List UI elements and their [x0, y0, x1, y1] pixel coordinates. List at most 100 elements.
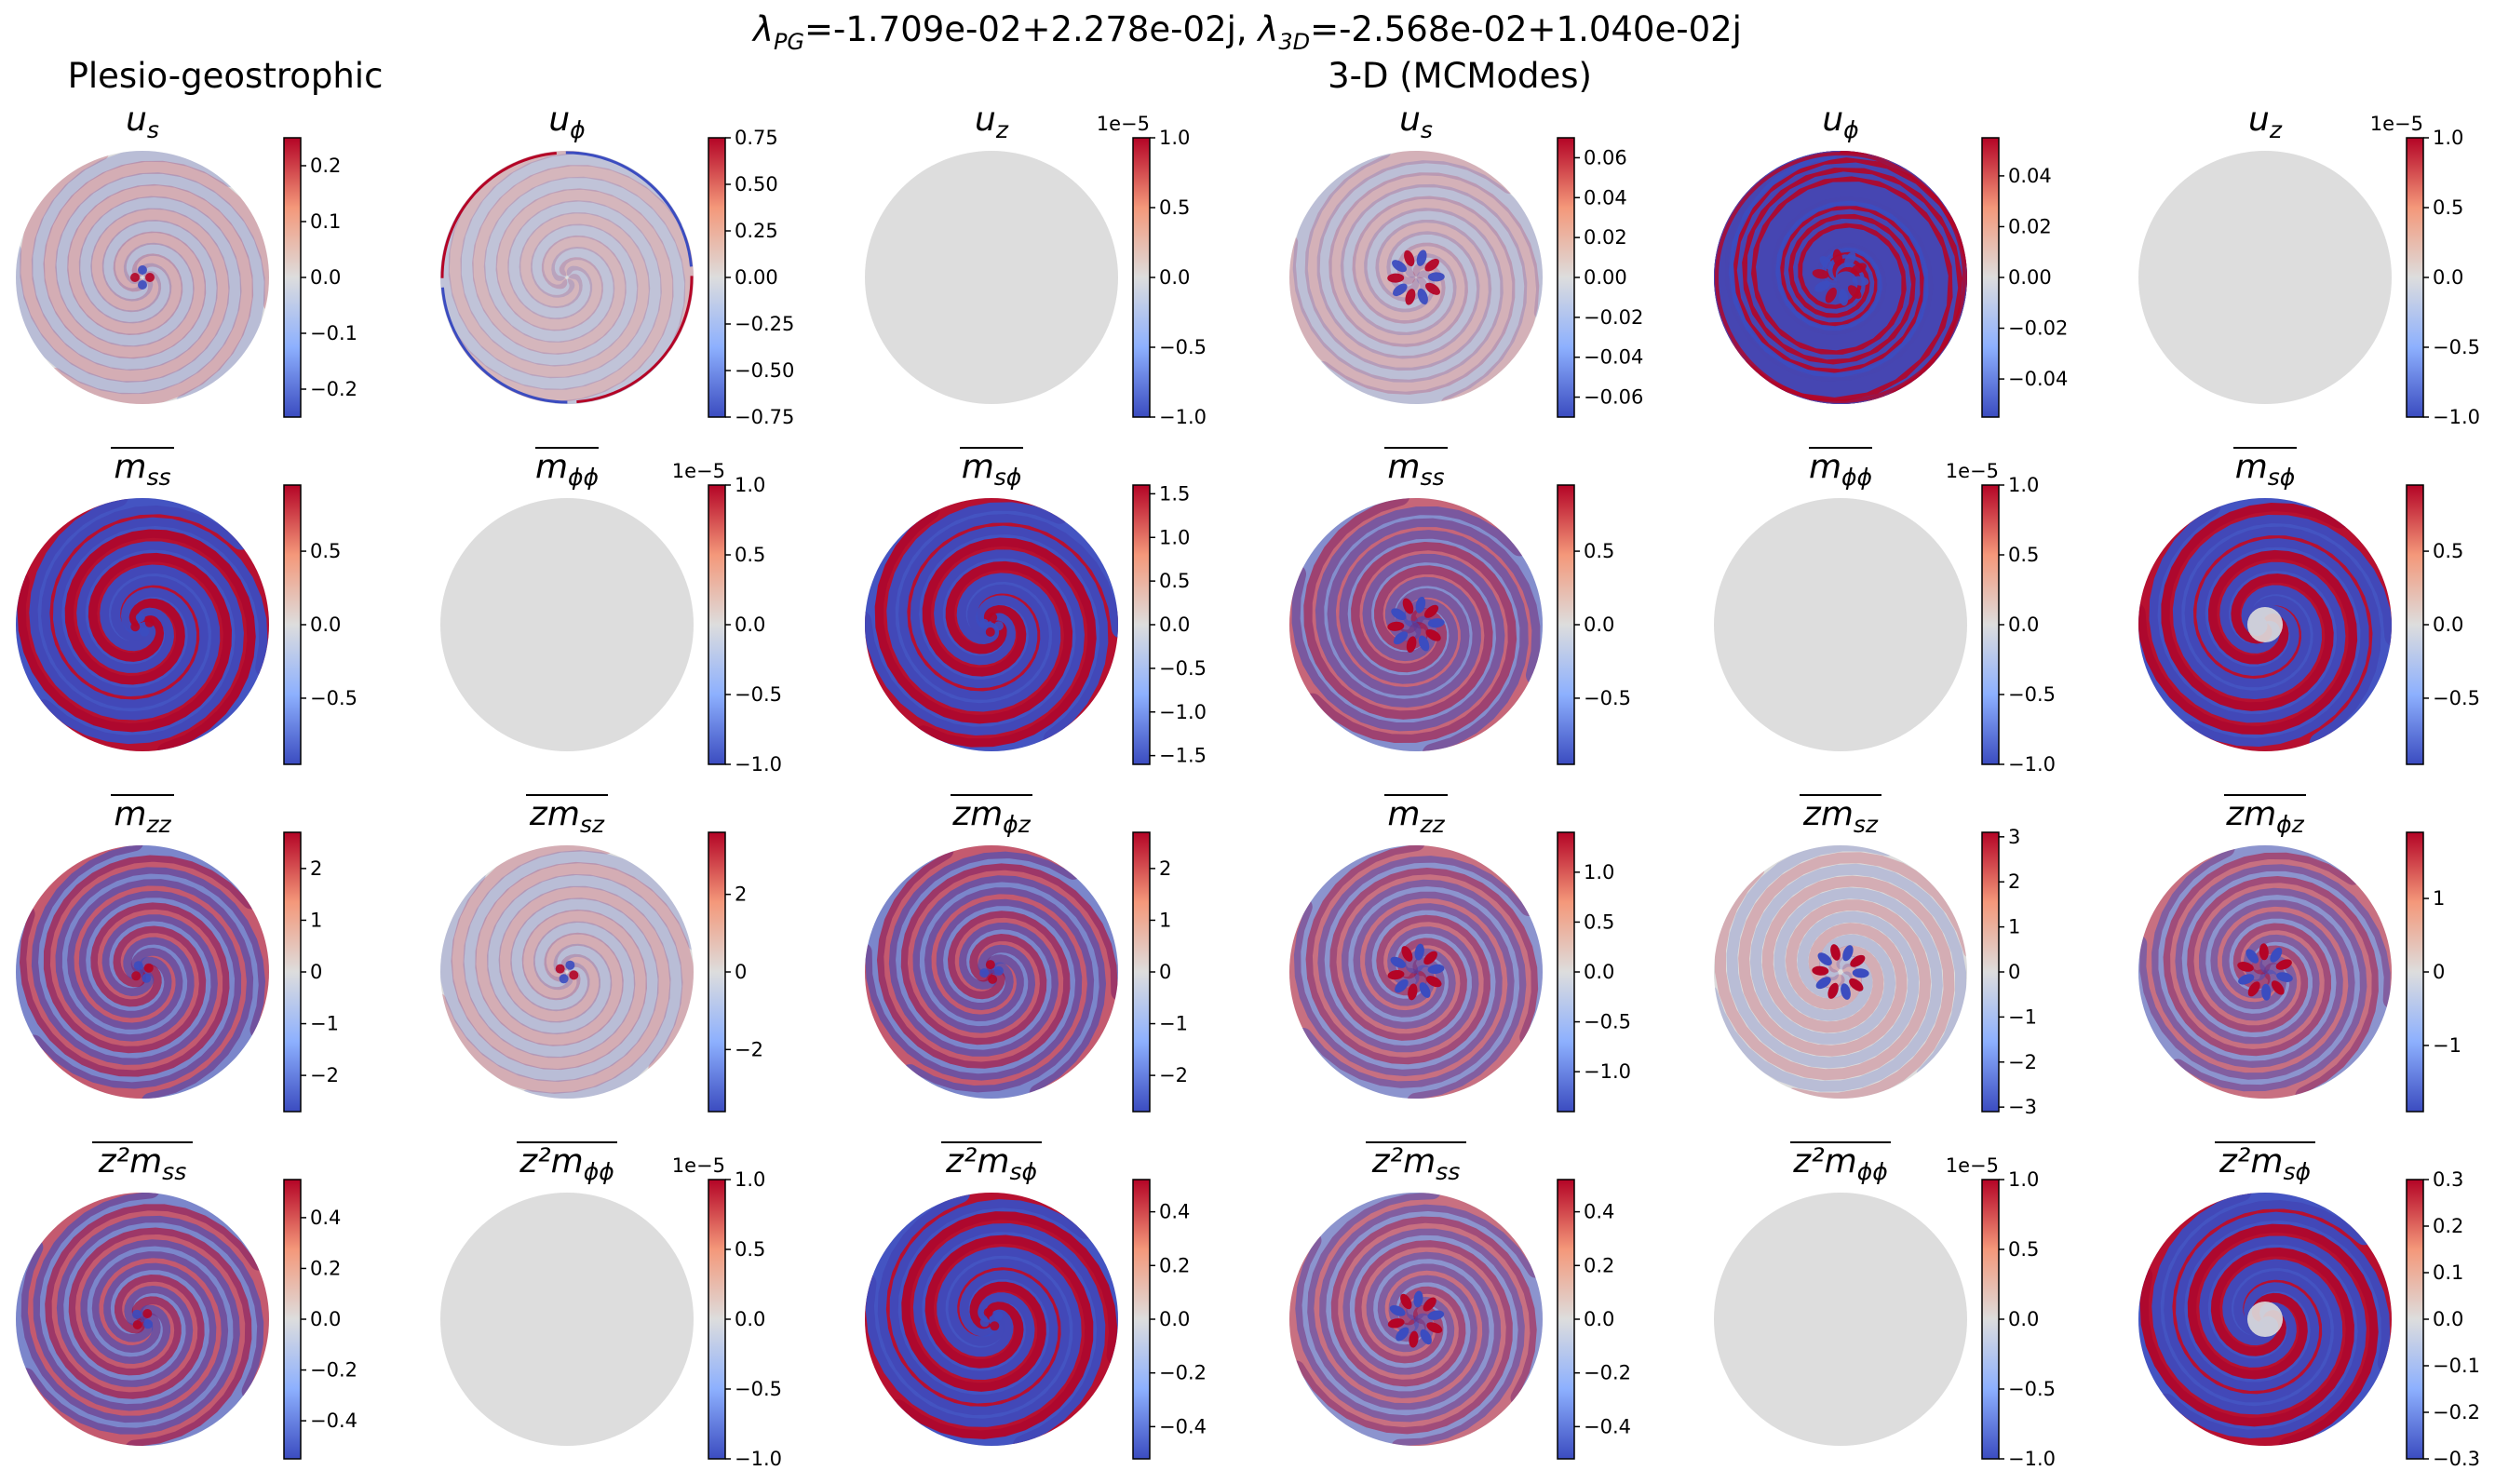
- panel-title: mss: [1387, 448, 1444, 491]
- heatmap-disk: [16, 151, 269, 404]
- colorbar-tick-label: 0.4: [1584, 1201, 1614, 1223]
- title-pre: z²: [945, 1142, 977, 1180]
- center-core: [990, 1321, 1000, 1331]
- panel-title: zmϕz: [951, 795, 1031, 838]
- colorbar-tick-label: 0.0: [2008, 614, 2039, 636]
- colorbar-tick-label: 0.5: [1584, 540, 1614, 562]
- colorbar-tick-label: −1: [310, 1013, 339, 1035]
- title-sub: sϕ: [1009, 1158, 1037, 1185]
- spiral-arm: [2155, 1223, 2379, 1446]
- spiral-arm: [1726, 845, 1920, 1069]
- spiral-arm: [34, 529, 256, 751]
- panel-2-4: zmsz 3 2 1 0 −1 −2 −3: [1714, 794, 2037, 1118]
- title-pre: z: [2225, 795, 2245, 833]
- panel-title: msϕ: [2235, 448, 2296, 491]
- panel-3-4: z²mϕϕ 1.0 0.5 0.0 −0.5 −1.0 1e−5: [1714, 1141, 2056, 1470]
- center-core: [983, 1307, 993, 1317]
- colorbar: [1981, 1179, 2000, 1460]
- heatmap-disk: [865, 151, 1118, 404]
- spiral-arm: [865, 887, 1095, 1093]
- spiral-arm: [1289, 196, 1516, 395]
- panel-title: msϕ: [962, 448, 1022, 491]
- lobe: [1400, 1293, 1412, 1310]
- spiral-arm: [1289, 1231, 1513, 1435]
- title-sub: sz: [580, 811, 605, 838]
- colorbar-tick-label: 1.0: [2008, 474, 2039, 496]
- heatmap-field: [1289, 845, 1543, 1099]
- colorbar-tick-label: −0.06: [1584, 386, 1643, 409]
- spiral-arm: [1714, 887, 1943, 1092]
- panel-title: mzz: [1387, 795, 1445, 838]
- colorbar-tick-label: 0.25: [735, 220, 778, 242]
- spiral-arm: [475, 861, 694, 1075]
- lobe: [1847, 285, 1862, 299]
- center-core: [979, 1317, 990, 1328]
- colorbar-tick-label: 0.1: [310, 210, 341, 233]
- spiral-arm: [1289, 1228, 1525, 1446]
- lobe: [2247, 981, 2260, 997]
- lobe: [1852, 276, 1869, 286]
- spiral-arm: [1316, 160, 1543, 359]
- colorbar: [2406, 1179, 2424, 1460]
- center-core: [993, 621, 1004, 631]
- spiral-arm: [440, 869, 659, 1083]
- title-main: u: [548, 101, 570, 139]
- lobe: [1420, 1329, 1432, 1345]
- colorbar-tick-label: 0.2: [1584, 1254, 1614, 1276]
- spiral-arm: [444, 188, 674, 402]
- colorbar-tick-label: −0.5: [1159, 657, 1207, 680]
- lobe: [1425, 976, 1442, 988]
- title-sub: zz: [145, 811, 171, 838]
- spiral-arm: [55, 172, 265, 404]
- spiral-arm: [2179, 526, 2381, 751]
- heatmap-disk: [440, 1193, 694, 1446]
- spiral-arm: [24, 879, 254, 1099]
- title-sub: ϕϕ: [568, 464, 599, 491]
- spiral-arm: [55, 867, 266, 1099]
- colorbar: [1557, 137, 1575, 418]
- colorbar-tick-label: 2: [310, 857, 322, 880]
- title-sub: ϕϕ: [1857, 1158, 1888, 1185]
- title-sub: sz: [1854, 811, 1879, 838]
- lobe: [1404, 250, 1415, 267]
- spiral-arm: [889, 1199, 1118, 1404]
- spiral-arm: [1319, 1204, 1543, 1408]
- colorbar-tick-label: −0.5: [735, 1378, 782, 1400]
- lobe: [1401, 946, 1413, 962]
- lobe: [1406, 636, 1417, 654]
- colorbar-tick-label: −0.5: [1584, 1011, 1631, 1033]
- colorbar-tick-label: 0.0: [1159, 614, 1190, 636]
- center-core: [559, 974, 569, 984]
- panel-3-0: z²mss 0.4 0.2 0.0 −0.2 −0.4: [16, 1141, 357, 1460]
- heatmap-field: [2138, 845, 2392, 1099]
- panel-title: zmsz: [529, 795, 605, 838]
- panel-0-3: us 0.06 0.04 0.02 0.00 −0.02 −0.04 −0.06: [1289, 101, 1643, 418]
- lobe: [1815, 977, 1831, 990]
- title-sub: ss: [1436, 1158, 1460, 1185]
- colorbar-tick-label: 1.0: [2008, 1168, 2039, 1191]
- panel-0-2: uz 1.0 0.5 0.0 −0.5 −1.0 1e−5: [865, 101, 1207, 428]
- heatmap-disk: [2138, 151, 2392, 404]
- colorbar-tick-label: −0.4: [1159, 1415, 1207, 1437]
- title-main: m: [1387, 448, 1420, 486]
- lobe: [1389, 1305, 1406, 1316]
- colorbar-tick-label: −0.5: [2008, 1378, 2056, 1400]
- colorbar-tick-label: −1.0: [2433, 406, 2480, 428]
- colorbar-tick-label: −0.02: [1584, 306, 1643, 329]
- panel-title: z²mss: [98, 1142, 186, 1185]
- heatmap-field: [1289, 151, 1543, 404]
- center-core: [132, 1320, 142, 1329]
- panel-0-4: uϕ 0.04 0.02 0.00 −0.02 −0.04: [1714, 101, 2068, 418]
- spiral-arm: [43, 160, 269, 359]
- colorbar-exponent: 1e−5: [672, 460, 725, 482]
- lobe: [1393, 283, 1408, 297]
- spiral-arm: [31, 151, 236, 371]
- spiral-arm: [876, 845, 1083, 1069]
- spiral-arm: [16, 541, 244, 745]
- panel-title: z²mϕϕ: [519, 1142, 614, 1185]
- lobe: [2275, 959, 2292, 970]
- panel-1-3: mss 0.5 0.0 −0.5: [1289, 447, 1631, 765]
- lobe: [2276, 972, 2293, 982]
- title-main: u: [1399, 101, 1421, 139]
- panel-3-5: z²msϕ 0.3 0.2 0.1 0.0 −0.1 −0.2 −0.3: [2138, 1141, 2480, 1470]
